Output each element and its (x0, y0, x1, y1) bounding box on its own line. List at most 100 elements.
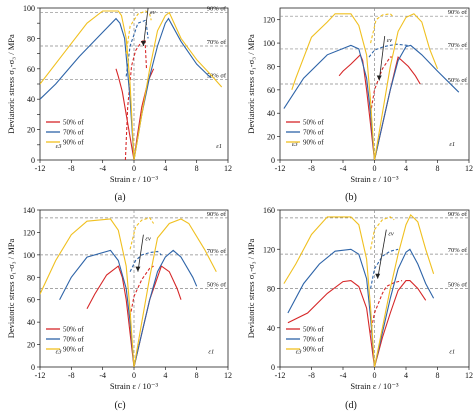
series-axial-s70 (373, 248, 435, 367)
eps-v-arrowhead (135, 266, 141, 272)
panel-label: (d) (345, 400, 357, 411)
x-tick-label: -12 (275, 164, 286, 173)
eps-v-label: εv (145, 236, 151, 243)
reference-label: 90% σf (207, 6, 227, 13)
series-volumetric-s90 (370, 13, 393, 44)
series-lateral-s50 (115, 68, 135, 160)
x-axis-label: Strain ε / 10⁻³ (110, 381, 159, 391)
series-volumetric-s90 (125, 10, 152, 54)
curves (40, 217, 217, 367)
x-tick-label: -8 (308, 371, 315, 380)
y-tick-label: 60 (27, 65, 35, 74)
eps3-label: ε3 (292, 141, 299, 148)
y-tick-label: 0 (31, 156, 35, 165)
x-tick-label: -12 (35, 164, 46, 173)
y-tick-label: 80 (27, 273, 35, 282)
series-axial-s70 (133, 249, 198, 367)
y-tick-label: 160 (263, 206, 275, 215)
reference-label: 50% σf (207, 72, 227, 79)
curves (40, 10, 223, 160)
y-tick-label: 100 (23, 251, 35, 260)
legend-entry: 90% σf (303, 139, 324, 147)
eps3-label: ε3 (56, 349, 63, 356)
x-tick-label: -12 (275, 371, 286, 380)
x-tick-label: 0 (132, 164, 136, 173)
series-lateral-s90 (40, 10, 135, 160)
series-axial-s90 (373, 13, 439, 160)
eps-v-arrowhead (140, 41, 146, 46)
y-axis-label: Deviatoric stress σ₁-σ₃ / MPa (6, 238, 16, 338)
y-tick-label: 120 (23, 228, 35, 237)
series-axial-s90 (133, 218, 217, 367)
y-tick-label: 40 (267, 324, 275, 333)
x-tick-label: 4 (163, 164, 167, 173)
y-axis-label: Deviatoric stress σ₁-σ₃ / MPa (246, 238, 256, 338)
x-tick-label: 4 (404, 164, 408, 173)
y-tick-label: 60 (267, 86, 275, 95)
legend-entry: 90% σf (63, 346, 84, 354)
eps-v-label: εv (150, 9, 156, 16)
x-tick-label: -12 (35, 371, 46, 380)
eps-v-label: εv (387, 37, 393, 44)
y-tick-label: 40 (267, 109, 275, 118)
series-axial-s90 (133, 11, 223, 160)
y-tick-label: 100 (23, 4, 35, 13)
eps-v-arrow (137, 234, 144, 272)
series-axial-s90 (373, 213, 435, 367)
x-tick-label: -4 (340, 371, 347, 380)
series-volumetric-s70 (125, 19, 149, 77)
x-tick-label: -8 (68, 164, 75, 173)
x-tick-label: 8 (436, 371, 440, 380)
x-axis-label: Strain ε / 10⁻³ (110, 174, 159, 184)
x-axis-label: Strain ε / 10⁻³ (350, 381, 399, 391)
y-axis-label: Deviatoric stress σ₁-σ₃ / MPa (6, 34, 16, 134)
eps-v-arrow (377, 229, 387, 279)
x-tick-label: 4 (163, 371, 167, 380)
legend-entry: 90% σf (63, 139, 84, 147)
x-tick-label: 4 (404, 371, 408, 380)
series-lateral-s90 (283, 216, 376, 367)
reference-label: 90% σf (448, 9, 468, 16)
reference-label: 50% σf (448, 282, 468, 289)
legend-entry: 50% σf (303, 119, 324, 127)
eps1-label: ε1 (449, 348, 455, 355)
x-tick-label: -4 (99, 371, 106, 380)
x-tick-label: 12 (224, 164, 232, 173)
panel-label: (c) (114, 400, 125, 411)
x-tick-label: -8 (68, 371, 75, 380)
x-tick-label: 12 (465, 371, 473, 380)
y-tick-label: 80 (27, 34, 35, 43)
y-tick-label: 80 (267, 285, 275, 294)
y-axis-label: Deviatoric stress σ₁-σ₃ / MPa (246, 34, 256, 134)
legend-entry: 70% σf (63, 129, 84, 137)
legend-entry: 50% σf (63, 326, 84, 334)
reference-label: 70% σf (448, 42, 468, 49)
series-axial-s50 (373, 280, 427, 367)
series-axial-s50 (133, 68, 155, 160)
series-volumetric-s50 (124, 39, 148, 160)
x-tick-label: 0 (132, 371, 136, 380)
chart-panel-1: 90% σf 70% σf 50% σf -12 -8 -4 0 4 8 12 0 20 40 60 80 1… (6, 4, 232, 203)
x-tick-label: -4 (340, 164, 347, 173)
legend-entry: 50% σf (303, 326, 324, 334)
panel-label: (b) (345, 192, 357, 203)
series-lateral-s90 (40, 218, 135, 367)
y-tick-label: 20 (267, 133, 275, 142)
series-lateral-s50 (86, 265, 135, 367)
y-tick-label: 80 (267, 62, 275, 71)
series-volumetric-s90 (129, 217, 155, 250)
series-volumetric-s70 (370, 248, 399, 289)
x-tick-label: 0 (373, 371, 377, 380)
y-tick-label: 0 (271, 363, 275, 372)
reference-label: 70% σf (207, 248, 227, 255)
x-axis-label: Strain ε / 10⁻³ (350, 174, 399, 184)
series-lateral-s50 (287, 280, 376, 367)
y-tick-label: 100 (263, 39, 275, 48)
reference-label: 90% σf (448, 211, 468, 218)
series-lateral-s70 (59, 249, 135, 367)
reference-label: 50% σf (207, 282, 227, 289)
eps1-label: ε1 (449, 141, 455, 148)
eps3-label: ε3 (296, 348, 303, 355)
x-tick-label: 12 (465, 164, 473, 173)
